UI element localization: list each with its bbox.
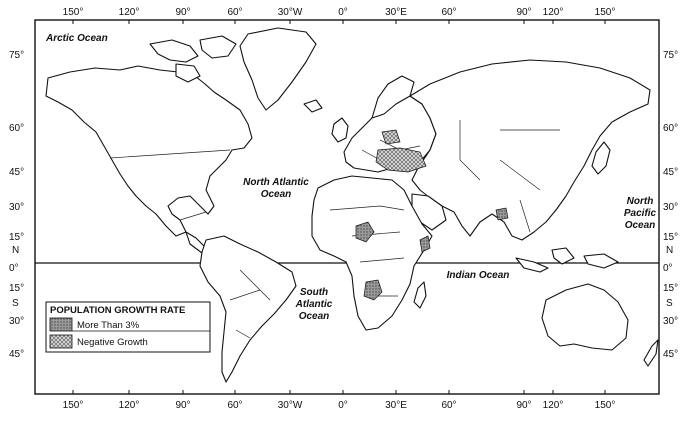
lat-label-right: 15° [663,232,678,243]
south-america [199,235,297,383]
lon-label-bottom: 30°W [278,400,303,411]
arctic-islands [149,35,237,83]
lon-label-top: 120° [119,7,140,18]
south-atlantic-label-line2: Atlantic [295,299,333,310]
lon-label-bottom: 120° [119,400,140,411]
legend-swatch-more-than-3 [49,317,73,332]
north-atlantic-label-line2: Ocean [261,189,292,200]
north-pacific-label-line2: Pacific [624,208,657,219]
map-frame [34,19,660,395]
longitude-labels-bottom: 150° 120° 90° 60° 30°W 0° 30°E 60° 90° 1… [63,400,616,411]
arctic-ocean-label: Arctic Ocean [45,33,108,44]
growth-more-than-3-regions [355,207,509,301]
lat-label-right: 30° [663,202,678,213]
lat-label-left: 45° [9,349,24,360]
region-more-than-3 [419,235,431,253]
lat-label-right: 0° [663,263,673,274]
lon-label-top: 60° [227,7,242,18]
indonesia [515,247,619,273]
longitude-labels-top: 150° 120° 90° 60° 30°W 0° 30°E 60° 90° 1… [63,7,616,18]
region-more-than-3 [363,279,383,301]
legend-swatch-negative-growth [49,334,73,349]
lon-label-bottom: 0° [338,400,348,411]
africa [311,175,433,331]
british-isles [331,117,349,143]
latitude-labels-right: 75° 60° 45° 30° 15° N 0° 15° S 30° 45° [663,50,678,360]
australia [541,283,629,351]
lon-label-bottom: 60° [227,400,242,411]
south-atlantic-label-line1: South [300,287,328,298]
asia [409,59,651,241]
lon-label-top: 30°W [278,7,303,18]
lat-label-left: 15° [9,232,24,243]
lat-label-left: N [12,245,19,256]
legend-label-more-than-3: More Than 3% [77,320,140,331]
north-america [45,65,253,237]
lat-label-left: 30° [9,316,24,327]
lon-label-bottom: 120° [543,400,564,411]
madagascar [413,281,427,309]
lat-label-right: 15° [663,283,678,294]
japan [591,141,611,175]
legend-title: POPULATION GROWTH RATE [50,305,185,316]
north-atlantic-label-line1: North Atlantic [243,177,309,188]
lat-label-right: S [666,298,673,309]
lon-label-bottom: 150° [63,400,84,411]
lat-label-left: 15° [9,283,24,294]
lon-label-top: 150° [63,7,84,18]
lon-label-bottom: 90° [175,400,190,411]
south-atlantic-label-line3: Ocean [299,311,330,322]
lon-label-bottom: 150° [595,400,616,411]
lat-label-right: 75° [663,50,678,61]
latitude-labels-left: 75° 60° 45° 30° 15° N 0° 15° S 30° 45° [9,50,24,360]
region-more-than-3 [495,207,509,221]
negative-growth-regions [375,129,427,173]
lat-label-right: N [666,245,673,256]
greenland [239,27,317,111]
lat-label-left: 30° [9,202,24,213]
legend-label-negative-growth: Negative Growth [77,337,148,348]
new-zealand [643,339,659,367]
lat-label-left: S [12,298,19,309]
lon-label-bottom: 60° [441,400,456,411]
lon-label-bottom: 30°E [385,400,407,411]
lon-label-top: 30°E [385,7,407,18]
lat-label-left: 0° [9,263,19,274]
region-negative-growth [381,129,401,145]
lat-label-right: 45° [663,349,678,360]
frame-tick-marks [72,20,606,394]
lat-label-right: 45° [663,167,678,178]
legend-box [45,301,211,353]
region-negative-growth [375,147,427,173]
lat-label-left: 45° [9,167,24,178]
lon-label-top: 120° [543,7,564,18]
lat-label-left: 75° [9,50,24,61]
ocean-labels: Arctic Ocean North Atlantic Ocean South … [45,33,657,322]
lon-label-top: 150° [595,7,616,18]
scandinavia [371,75,415,119]
lon-label-top: 90° [175,7,190,18]
iceland [303,99,323,113]
lon-label-top: 60° [441,7,456,18]
region-more-than-3 [355,221,375,243]
indian-ocean-label: Indian Ocean [447,270,510,281]
lon-label-top: 0° [338,7,348,18]
lat-label-right: 60° [663,123,678,134]
north-pacific-label-line1: North [627,196,654,207]
north-pacific-label-line3: Ocean [625,220,656,231]
lat-label-right: 30° [663,316,678,327]
lon-label-bottom: 90° [516,400,531,411]
lon-label-top: 90° [516,7,531,18]
legend: POPULATION GROWTH RATE More Than 3% Nega… [45,301,211,353]
lat-label-left: 60° [9,123,24,134]
